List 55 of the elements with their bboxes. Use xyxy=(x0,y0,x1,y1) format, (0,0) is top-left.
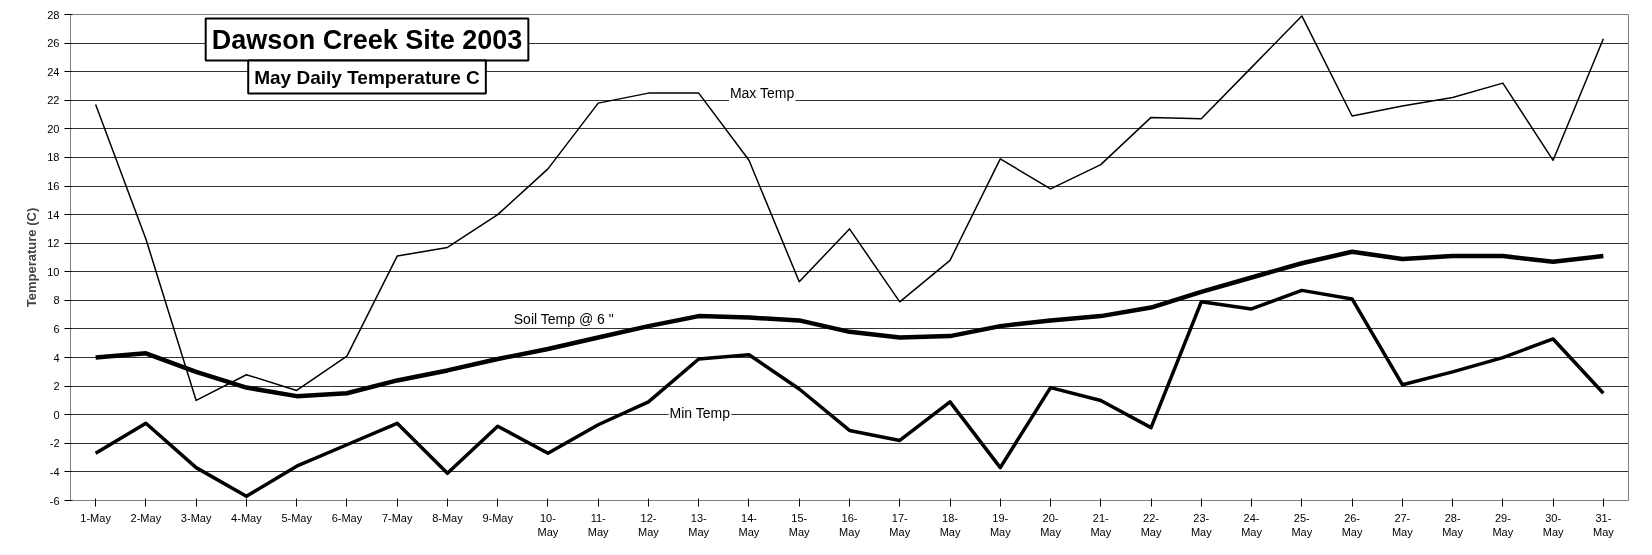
y-tick-label: 26 xyxy=(47,37,60,50)
x-tick-label: 6-May xyxy=(331,511,363,524)
x-tick-label: 14-May xyxy=(738,511,760,538)
x-tick-label: 26-May xyxy=(1341,511,1363,538)
y-tick-label: 16 xyxy=(47,180,60,193)
x-tick-label: 16-May xyxy=(839,511,861,538)
y-tick-label: 28 xyxy=(47,8,60,21)
x-tick-label: 20-May xyxy=(1040,511,1062,538)
y-tick-label: -4 xyxy=(49,465,60,478)
x-tick-label: 23-May xyxy=(1190,511,1213,538)
y-tick-label: 24 xyxy=(47,65,60,78)
y-tick-label: 10 xyxy=(47,265,60,278)
x-tick-label: 1-May xyxy=(80,511,112,524)
chart-title: Dawson Creek Site 2003 xyxy=(211,24,523,55)
series-label: Soil Temp @ 6 " xyxy=(513,310,614,327)
y-tick-label: 22 xyxy=(47,94,60,107)
y-axis-title: Temperature (C) xyxy=(24,207,40,308)
text: May Daily Temperature C xyxy=(254,66,481,88)
y-tick-label: 2 xyxy=(53,380,60,393)
y-tick-label: 8 xyxy=(53,294,60,307)
x-tick-label: 27-May xyxy=(1391,511,1414,538)
x-tick-label: 9-May xyxy=(482,511,514,524)
y-tick-label: 6 xyxy=(53,322,60,335)
x-tick-label: 22-May xyxy=(1140,511,1162,538)
x-tick-label: 25-May xyxy=(1291,511,1313,538)
x-tick-label: 7-May xyxy=(381,511,413,524)
x-tick-label: 31-May xyxy=(1592,511,1615,538)
y-tick-label: 4 xyxy=(53,351,60,364)
y-tick-label: -6 xyxy=(49,494,60,507)
y-tick-label: 0 xyxy=(53,408,60,421)
x-tick-label: 4-May xyxy=(231,511,263,524)
x-tick-label: 5-May xyxy=(281,511,313,524)
x-tick-label: 29-May xyxy=(1492,511,1514,538)
x-tick-label: 30-May xyxy=(1542,511,1564,538)
x-tick-label: 2-May xyxy=(130,511,162,524)
y-tick-label: 14 xyxy=(47,208,60,221)
x-tick-label: 28-May xyxy=(1442,511,1464,538)
series-label: Min Temp xyxy=(669,405,731,422)
x-tick-label: 24-May xyxy=(1241,511,1263,538)
x-tick-label: 8-May xyxy=(432,511,464,524)
x-tick-label: 11-May xyxy=(587,511,610,538)
y-tick-label: 18 xyxy=(47,151,60,164)
x-tick-label: 10-May xyxy=(537,511,559,538)
x-tick-label: 17-May xyxy=(889,511,911,538)
y-tick-label: -2 xyxy=(49,437,60,450)
x-tick-label: 3-May xyxy=(180,511,212,524)
y-tick-label: 20 xyxy=(47,122,60,135)
x-tick-label: 19-May xyxy=(989,511,1012,538)
y-tick-label: 12 xyxy=(47,237,60,250)
x-tick-label: 18-May xyxy=(939,511,961,538)
series-label: Max Temp xyxy=(729,85,795,102)
x-tick-label: 21-May xyxy=(1090,511,1112,538)
x-tick-label: 13-May xyxy=(688,511,710,538)
x-tick-label: 15-May xyxy=(788,511,811,538)
x-tick-label: 12-May xyxy=(638,511,660,538)
